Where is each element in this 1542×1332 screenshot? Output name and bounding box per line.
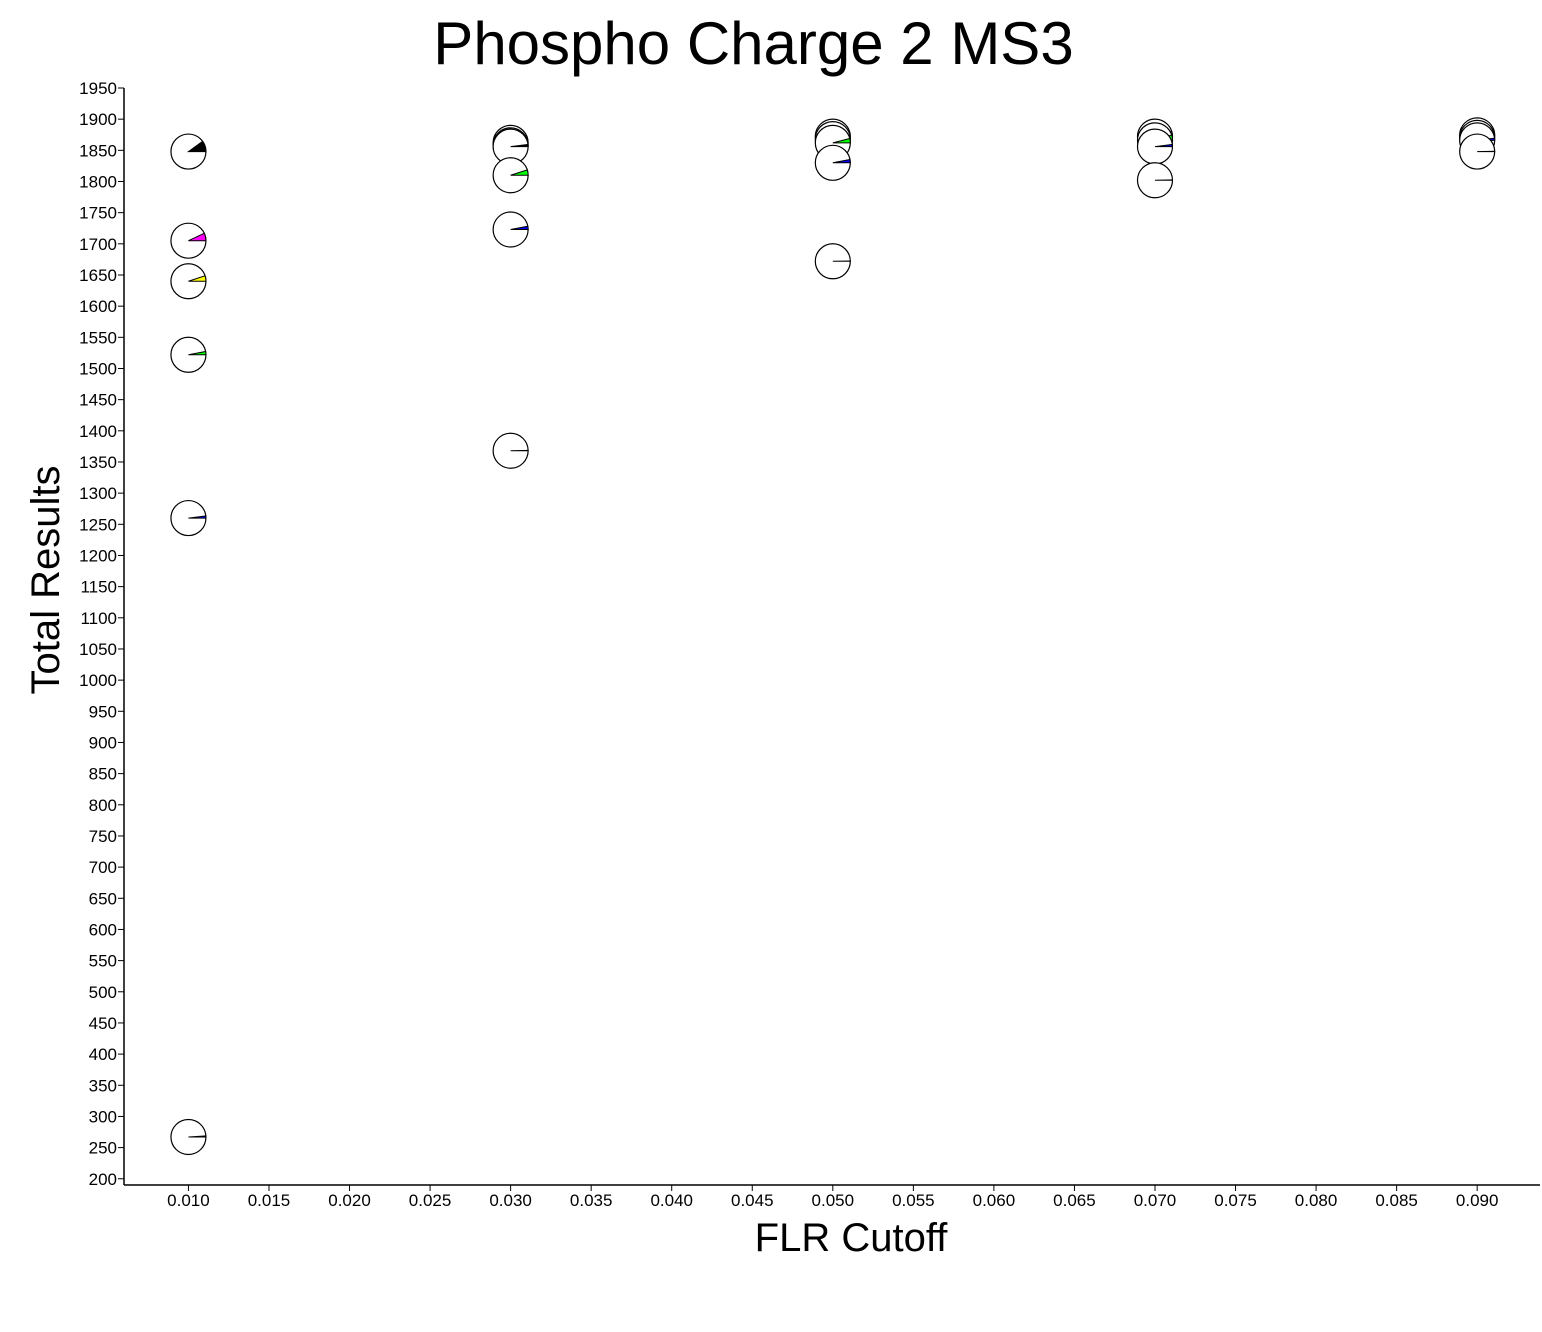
axes: 200 250 300 350 400 450 500 550 600 650 700 750 800 8… bbox=[79, 79, 1540, 1210]
y-tick-label: 1700 bbox=[79, 235, 117, 254]
y-tick-label: 500 bbox=[89, 983, 117, 1002]
y-tick-label: 1850 bbox=[79, 141, 117, 160]
y-tick-label: 550 bbox=[89, 952, 117, 971]
pie-slice bbox=[188, 515, 207, 519]
pie-marker bbox=[492, 157, 529, 194]
y-tick-label: 1650 bbox=[79, 266, 117, 285]
pie-slice bbox=[832, 158, 851, 164]
x-tick-label: 0.010 bbox=[167, 1191, 210, 1210]
x-tick-label: 0.050 bbox=[812, 1191, 855, 1210]
pie-slice bbox=[510, 143, 529, 148]
y-tick-label: 1500 bbox=[79, 359, 117, 378]
x-tick-label: 0.035 bbox=[570, 1191, 613, 1210]
pie-slice bbox=[832, 137, 851, 144]
y-tick-label: 1300 bbox=[79, 484, 117, 503]
pie-slice bbox=[510, 169, 529, 176]
pie-slice bbox=[510, 225, 529, 230]
y-tick-label: 650 bbox=[89, 889, 117, 908]
y-tick-label: 900 bbox=[89, 733, 117, 752]
pie-marker bbox=[1136, 162, 1174, 199]
y-tick-label: 750 bbox=[89, 827, 117, 846]
pie-marker bbox=[170, 133, 207, 170]
y-tick-label: 800 bbox=[89, 796, 117, 815]
x-tick-label: 0.015 bbox=[248, 1191, 291, 1210]
pie-marker bbox=[170, 499, 207, 537]
y-tick-label: 1450 bbox=[79, 391, 117, 410]
x-tick-label: 0.055 bbox=[892, 1191, 935, 1210]
pie-marker bbox=[492, 432, 529, 469]
pie-slice bbox=[186, 140, 207, 153]
x-tick-label: 0.075 bbox=[1214, 1191, 1257, 1210]
y-tick-label: 950 bbox=[89, 702, 117, 721]
chart-title: Phospho Charge 2 MS3 bbox=[433, 10, 1074, 77]
y-tick-label: 1950 bbox=[79, 79, 117, 98]
y-tick-label: 1200 bbox=[79, 546, 117, 565]
pie-marker bbox=[1136, 128, 1174, 165]
pie-marker bbox=[814, 144, 851, 181]
pie-marker bbox=[170, 1118, 207, 1156]
data-marks bbox=[170, 117, 1496, 1156]
x-axis-label: FLR Cutoff bbox=[754, 1216, 948, 1260]
y-tick-label: 600 bbox=[89, 920, 117, 939]
x-tick-label: 0.080 bbox=[1295, 1191, 1338, 1210]
pie-slice bbox=[188, 350, 207, 356]
pie-marker bbox=[492, 211, 529, 248]
pie-slice bbox=[188, 1135, 207, 1138]
pie-slice bbox=[188, 232, 207, 242]
pie-marker bbox=[170, 336, 207, 373]
y-tick-label: 400 bbox=[89, 1045, 117, 1064]
x-tick-label: 0.060 bbox=[973, 1191, 1016, 1210]
y-tick-label: 200 bbox=[89, 1170, 117, 1189]
y-tick-label: 250 bbox=[89, 1139, 117, 1158]
y-tick-label: 1400 bbox=[79, 422, 117, 441]
y-tick-label: 1750 bbox=[79, 204, 117, 223]
y-tick-label: 1000 bbox=[79, 671, 117, 690]
y-tick-label: 1250 bbox=[79, 515, 117, 534]
y-tick-label: 1100 bbox=[80, 609, 117, 628]
y-tick-label: 1350 bbox=[79, 453, 117, 472]
x-tick-label: 0.070 bbox=[1134, 1191, 1177, 1210]
x-tick-label: 0.040 bbox=[650, 1191, 693, 1210]
pie-slice bbox=[188, 275, 207, 282]
y-tick-label: 1600 bbox=[79, 297, 117, 316]
pie-marker bbox=[814, 243, 851, 280]
y-tick-label: 700 bbox=[89, 858, 117, 877]
x-tick-label: 0.045 bbox=[731, 1191, 774, 1210]
x-tick-label: 0.090 bbox=[1456, 1191, 1499, 1210]
y-tick-label: 1150 bbox=[80, 578, 117, 597]
y-tick-label: 850 bbox=[89, 765, 117, 784]
x-tick-label: 0.020 bbox=[328, 1191, 371, 1210]
pie-marker bbox=[1459, 133, 1496, 170]
x-tick-label: 0.030 bbox=[489, 1191, 532, 1210]
y-tick-label: 1550 bbox=[79, 328, 117, 347]
x-tick-label: 0.065 bbox=[1053, 1191, 1096, 1210]
x-tick-label: 0.025 bbox=[409, 1191, 452, 1210]
y-tick-label: 1800 bbox=[79, 172, 117, 191]
y-tick-label: 1900 bbox=[79, 110, 117, 129]
y-tick-label: 1050 bbox=[79, 640, 117, 659]
x-tick-label: 0.085 bbox=[1375, 1191, 1418, 1210]
y-tick-label: 300 bbox=[89, 1107, 117, 1126]
y-tick-label: 450 bbox=[89, 1014, 117, 1033]
pie-slice bbox=[1154, 143, 1173, 148]
pie-marker bbox=[170, 222, 207, 259]
y-tick-label: 350 bbox=[89, 1076, 117, 1095]
pie-marker bbox=[170, 263, 207, 300]
